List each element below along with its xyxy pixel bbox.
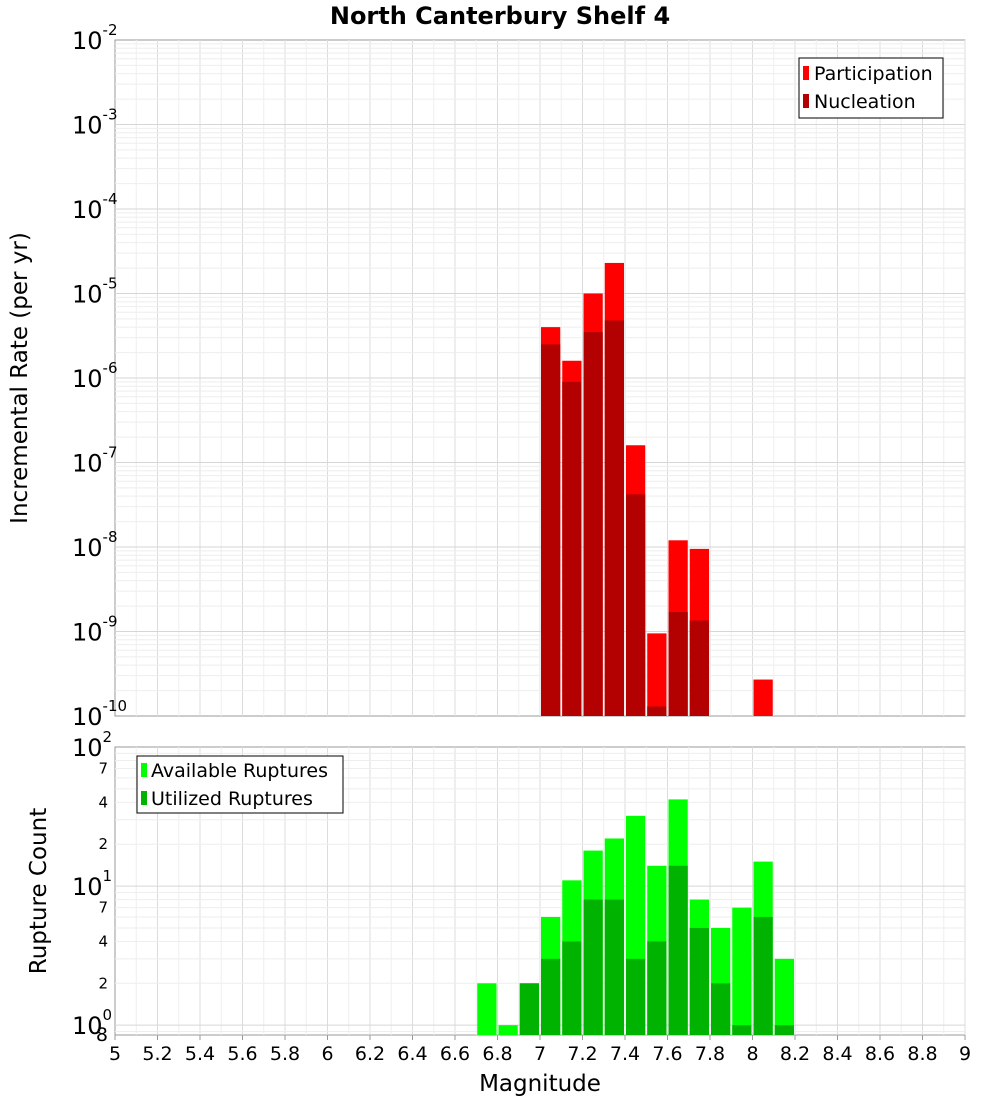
bottom-y-minor-tick-label: 7	[98, 760, 108, 778]
bottom-legend-box	[136, 755, 344, 814]
x-tick-label: 6.6	[440, 1043, 470, 1065]
nucleation-bar	[583, 332, 603, 716]
top-y-tick-label: 10-2	[72, 21, 118, 55]
x-tick-label: 6.8	[482, 1043, 512, 1065]
nucleation-bar	[626, 494, 646, 716]
bottom-y-minor-tick-label: 4	[98, 932, 108, 950]
x-tick-label: 8.6	[865, 1043, 895, 1065]
utilized-ruptures-bar	[626, 958, 646, 1035]
utilized-ruptures-bar	[732, 1025, 752, 1035]
utilized-ruptures-bar	[541, 958, 561, 1035]
top-y-tick-label: 10-4	[72, 190, 118, 224]
x-tick-label: 7.2	[567, 1043, 597, 1065]
top-y-tick-label: 10-3	[72, 106, 118, 140]
utilized-legend-label: Utilized Ruptures	[151, 788, 313, 810]
nucleation-bar	[647, 706, 667, 716]
utilized-ruptures-bar	[711, 983, 731, 1035]
x-tick-label: 8.4	[822, 1043, 852, 1065]
utilized-ruptures-bar	[668, 865, 688, 1035]
available-ruptures-bar	[477, 983, 497, 1035]
utilized-ruptures-bar	[519, 983, 539, 1035]
top-grid	[115, 40, 966, 716]
nucleation-bar	[541, 344, 561, 716]
bottom-y-minor-tick-label: 2	[98, 835, 108, 853]
participation-bar	[753, 679, 773, 716]
bottom-y-minor-tick-label: 2	[98, 974, 108, 992]
utilized-ruptures-bar	[604, 899, 624, 1035]
bottom-bars	[477, 799, 794, 1035]
incremental-rate-panel: 10-10 10-9 10-8 10-7 10-6 10-5 10-4 10-3 10-2 In…	[7, 21, 966, 731]
x-tick-label: 7	[534, 1043, 546, 1065]
bottom-legend: Available Ruptures Utilized Ruptures	[136, 755, 344, 814]
bottom-y-tick-labels: 100 101 102 2 4 7 2 4 7 8	[72, 728, 112, 1046]
x-tick-label: 7.4	[610, 1043, 640, 1065]
bottom-y-axis-label: Rupture Count	[26, 808, 52, 974]
top-y-tick-label: 10-10	[72, 697, 127, 731]
top-y-axis-label: Incremental Rate (per yr)	[7, 232, 33, 524]
top-y-tick-label: 10-7	[72, 444, 118, 478]
top-legend: Participation Nucleation	[798, 57, 944, 119]
top-y-tick-label: 10-9	[72, 613, 118, 647]
participation-bar	[647, 633, 667, 716]
available-legend-swatch	[141, 763, 147, 777]
rupture-count-panel: 100 101 102 2 4 7 2 4 7 8 5 5.2 5.4 5.6 5.8 6 6.2 6.4 6.6…	[26, 728, 971, 1097]
bottom-y-minor-tick-label: 4	[98, 793, 108, 811]
x-tick-label: 5.4	[185, 1043, 215, 1065]
top-y-tick-labels: 10-10 10-9 10-8 10-7 10-6 10-5 10-4 10-3 10-2	[72, 21, 127, 731]
x-tick-label: 7.6	[652, 1043, 682, 1065]
utilized-legend-swatch	[141, 791, 147, 805]
x-tick-label: 7.8	[695, 1043, 725, 1065]
utilized-ruptures-bar	[774, 1025, 794, 1035]
x-tick-label: 6.4	[397, 1043, 427, 1065]
available-ruptures-bar	[774, 958, 794, 1035]
x-tick-labels: 5 5.2 5.4 5.6 5.8 6 6.2 6.4 6.6 6.8 7 7.2 7.4 7.6 7.8 8…	[109, 1035, 971, 1065]
x-tick-label: 8.2	[780, 1043, 810, 1065]
available-legend-label: Available Ruptures	[151, 760, 328, 782]
x-tick-label: 9	[959, 1043, 971, 1065]
nucleation-legend-label: Nucleation	[814, 91, 916, 113]
x-tick-label: 5.8	[270, 1043, 300, 1065]
utilized-ruptures-bar	[689, 927, 709, 1035]
top-legend-box	[798, 57, 944, 119]
participation-legend-label: Participation	[814, 63, 933, 85]
participation-legend-swatch	[803, 66, 809, 80]
available-ruptures-bar	[732, 907, 752, 1035]
bottom-y-tick-label: 102	[72, 728, 112, 762]
x-axis-label: Magnitude	[479, 1071, 601, 1097]
x-tick-label: 8	[746, 1043, 758, 1065]
x-tick-label: 6	[321, 1043, 333, 1065]
chart-title: North Canterbury Shelf 4	[330, 2, 670, 30]
bottom-y-tick-label: 100	[72, 1006, 112, 1040]
x-tick-label: 6.2	[355, 1043, 385, 1065]
bottom-y-min-label: 8	[96, 1024, 108, 1046]
utilized-ruptures-bar	[647, 941, 667, 1035]
top-y-tick-label: 10-8	[72, 528, 118, 562]
nucleation-bar	[604, 320, 624, 716]
nucleation-legend-swatch	[803, 94, 809, 108]
available-ruptures-bar	[498, 1025, 518, 1035]
top-y-tick-label: 10-6	[72, 359, 118, 393]
x-tick-label: 5.6	[227, 1043, 257, 1065]
bottom-y-minor-tick-label: 7	[98, 899, 108, 917]
x-tick-label: 8.8	[907, 1043, 937, 1065]
utilized-ruptures-bar	[753, 916, 773, 1035]
nucleation-bar	[562, 381, 582, 716]
bottom-grid	[115, 747, 966, 1035]
x-tick-label: 5	[109, 1043, 121, 1065]
utilized-ruptures-bar	[562, 941, 582, 1035]
nucleation-bar	[668, 612, 688, 716]
x-tick-label: 5.2	[142, 1043, 172, 1065]
nucleation-bar	[689, 620, 709, 716]
top-y-tick-label: 10-5	[72, 275, 118, 309]
utilized-ruptures-bar	[583, 899, 603, 1035]
top-bars	[541, 262, 773, 716]
bottom-y-tick-label: 101	[72, 867, 112, 901]
